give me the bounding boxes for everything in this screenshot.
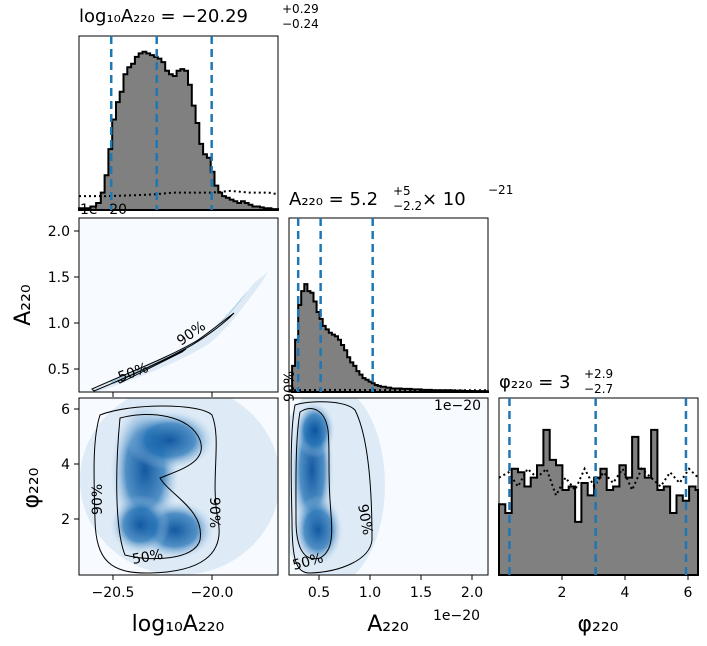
x-axis-label-log10A220: log₁₀A₂₂₀ [132,612,225,637]
hist-phi-xticks: 2 4 6 [558,575,693,601]
x-axis-offset-A: 1e−20 [433,608,480,624]
joint3-contour-90 [290,401,373,574]
panel-hist-log10A: 1e−20 [78,35,279,218]
joint2-contour-90 [93,405,220,574]
hist-A-title-main: A₂₂₀ = 5.2 [289,189,378,210]
hist-phi-title-sub: −2.7 [584,382,613,396]
joint2-yticks: 2 4 6 [61,402,79,528]
hist-A-title-sup: +5 [393,184,411,198]
y-axis-label-A220: A₂₂₀ [11,284,36,326]
xtick-A-0.5: 0.5 [308,585,330,601]
xtick-log10A--20.0: −20.0 [191,585,234,601]
xtick-phi-6: 6 [684,585,693,601]
panel-joint-A-phi: 50% 90% 90% 0.5 1.0 1.5 2.0 1e−20 A₂₂₀ [282,371,489,637]
joint1-ytick-0.5: 0.5 [48,362,70,378]
xtick-A-1.5: 1.5 [410,585,432,601]
x-axis-label-phi220: φ₂₂₀ [578,612,619,637]
hist-log10A-title: log₁₀A₂₂₀ = −20.29 +0.29 −0.24 [79,2,319,31]
joint1-ytick-2.0: 2.0 [48,224,70,240]
hist-log10A-bars [78,36,279,211]
joint2-ytick-6: 6 [61,402,70,418]
hist-log10A-posterior [78,50,279,211]
hist-phi-title: φ₂₂₀ = 3 +2.9 −2.7 [499,367,613,396]
panel-joint-log10A-phi: 90% 50% 90% 2 4 6 φ₂₂₀ −20.5 −20.0 log₁₀… [19,397,279,637]
joint2-ytick-2: 2 [61,512,70,528]
joint1-frame [78,217,279,393]
hist-log10A-offset: 1e−20 [80,202,127,218]
hist-log10A-title-sup: +0.29 [282,2,319,16]
xtick-phi-4: 4 [621,585,630,601]
xtick-A-1.0: 1.0 [359,585,381,601]
y-axis-label-phi220: φ₂₂₀ [19,467,44,508]
joint3-xticks: 0.5 1.0 1.5 2.0 [308,575,483,601]
joint2-frame [78,397,279,576]
x-axis-label-A220: A₂₂₀ [367,612,409,637]
svg-text:log₁₀A₂₂₀ = −20.29: log₁₀A₂₂₀ = −20.29 [79,6,248,27]
panel-joint-log10A-A: 50% 90% 0.5 1.0 1.5 2.0 A₂₂₀ [11,217,279,397]
joint3-label-90-right: 90% [354,503,375,536]
hist-log10A-title-main: log₁₀A₂₂₀ = −20.29 [79,6,248,27]
joint3-frame [288,397,489,576]
xtick-log10A--20.5: −20.5 [92,585,135,601]
joint1-yticks: 0.5 1.0 1.5 2.0 [48,224,79,378]
hist-phi-title-main: φ₂₂₀ = 3 [499,372,571,393]
joint2-label-50: 50% [131,547,164,568]
panel-hist-phi [498,397,699,576]
hist-phi-title-sup: +2.9 [584,367,613,381]
joint2-label-90-right: 90% [206,497,222,528]
hist-A-offset: 1e−20 [434,398,481,414]
xtick-A-2.0: 2.0 [461,585,483,601]
hist-A-posterior [291,283,489,393]
joint1-contour-50 [117,348,187,384]
hist-A-title: A₂₂₀ = 5.2 +5 −2.2 × 10 −21 [289,183,513,213]
joint2-xticks: −20.5 −20.0 [92,575,234,601]
hist-phi-prior [498,466,699,498]
hist-phi-posterior [498,428,699,576]
hist-A-title-suffix: × 10 [422,189,466,210]
hist-A-title-sub: −2.2 [393,199,422,213]
joint1-xticks [112,392,213,397]
hist-A-bars [288,218,489,393]
panel-hist-A [288,217,489,393]
joint3-label-90-top: 90% [282,371,298,402]
joint2-ytick-4: 4 [61,457,70,473]
joint2-contour-50 [116,413,202,560]
hist-phi-bars [498,398,699,576]
joint1-ytick-1.0: 1.0 [48,316,70,332]
hist-log10A-title-sub: −0.24 [282,17,319,31]
joint3-contour-50 [295,408,333,560]
joint2-label-90-left: 90% [90,484,106,515]
joint1-ytick-1.5: 1.5 [48,270,70,286]
joint3-label-50: 50% [291,550,325,574]
xtick-phi-2: 2 [558,585,567,601]
hist-A-title-suffix-sup: −21 [488,183,513,197]
